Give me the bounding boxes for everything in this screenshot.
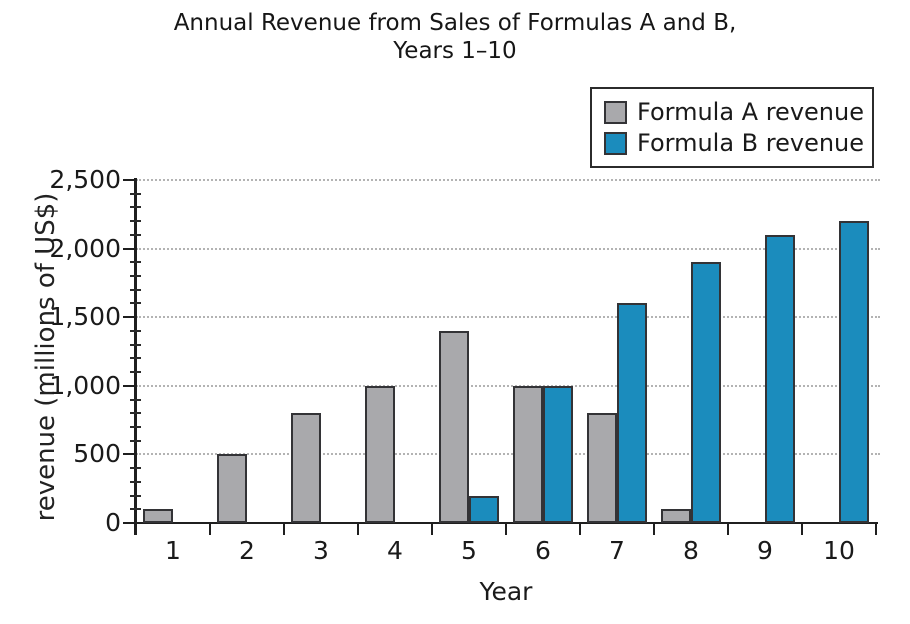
bar-year3-formula-a <box>291 413 321 523</box>
x-tick-label-1: 1 <box>165 536 181 565</box>
x-tick-8 <box>727 524 729 535</box>
bar-year10-formula-b <box>839 221 869 523</box>
y-minor-tick-1900 <box>130 261 141 264</box>
y-minor-tick-1100 <box>130 371 141 374</box>
legend-label-formula-a: Formula A revenue <box>637 98 864 126</box>
y-minor-tick-2300 <box>130 206 141 209</box>
bar-year1-formula-a <box>143 509 173 523</box>
legend: Formula A revenue Formula B revenue <box>590 87 874 168</box>
x-tick-2 <box>283 524 285 535</box>
legend-swatch-formula-a <box>604 101 627 124</box>
chart-title-line2: Years 1–10 <box>393 38 517 64</box>
x-tick-label-7: 7 <box>609 536 625 565</box>
y-axis-title: revenue (millions of US$) <box>31 192 61 522</box>
y-minor-tick-1700 <box>130 288 141 291</box>
y-minor-tick-2400 <box>130 192 141 195</box>
x-tick-6 <box>579 524 581 535</box>
y-minor-tick-200 <box>130 494 141 497</box>
legend-swatch-formula-b <box>604 132 627 155</box>
y-minor-tick-800 <box>130 412 141 415</box>
gridline-2000 <box>136 247 880 250</box>
y-major-tick-2500 <box>123 179 136 181</box>
bar-year7-formula-b <box>617 303 647 523</box>
x-tick-0 <box>135 524 137 535</box>
y-tick-label-0: 0 <box>105 508 121 537</box>
y-tick-label-1,000: 1,000 <box>49 370 121 400</box>
x-tick-5 <box>505 524 507 535</box>
bar-year5-formula-a <box>439 331 469 523</box>
x-tick-7 <box>653 524 655 535</box>
bar-year4-formula-a <box>365 386 395 523</box>
gridline-500 <box>136 453 880 456</box>
y-tick-label-2,000: 2,000 <box>49 233 121 263</box>
y-major-tick-500 <box>123 453 136 456</box>
y-tick-label-1,500: 1,500 <box>49 302 121 332</box>
bar-year8-formula-b <box>691 262 721 523</box>
x-tick-9 <box>801 524 803 535</box>
y-axis-line <box>134 178 137 535</box>
y-major-tick-0 <box>123 522 136 524</box>
x-tick-label-8: 8 <box>683 536 699 565</box>
x-tick-label-6: 6 <box>535 536 551 565</box>
y-minor-tick-100 <box>130 508 141 511</box>
y-tick-label-2,500: 2,500 <box>49 165 121 194</box>
y-minor-tick-400 <box>130 467 141 470</box>
legend-item-formula-a: Formula A revenue <box>604 99 864 126</box>
bar-year2-formula-a <box>217 454 247 523</box>
chart-title: Annual Revenue from Sales of Formulas A … <box>0 9 910 65</box>
x-tick-label-10: 10 <box>823 536 855 565</box>
x-tick-label-2: 2 <box>239 536 255 565</box>
x-tick-4 <box>431 524 433 535</box>
y-minor-tick-1800 <box>130 275 141 278</box>
bar-year6-formula-a <box>513 386 543 523</box>
y-minor-tick-1200 <box>130 357 141 360</box>
chart-title-line1: Annual Revenue from Sales of Formulas A … <box>173 10 737 36</box>
y-minor-tick-2100 <box>130 233 141 236</box>
plot-area <box>123 178 880 535</box>
bar-year5-formula-b <box>469 496 499 523</box>
y-minor-tick-600 <box>130 439 141 442</box>
x-tick-1 <box>209 524 211 535</box>
y-major-tick-1000 <box>123 384 136 387</box>
gridline-1000 <box>136 384 880 387</box>
bar-year8-formula-a <box>661 509 691 523</box>
x-tick-3 <box>357 524 359 535</box>
x-tick-label-3: 3 <box>313 536 329 565</box>
x-tick-10 <box>875 524 877 535</box>
y-minor-tick-1300 <box>130 343 141 346</box>
x-tick-label-4: 4 <box>387 536 403 565</box>
bar-year7-formula-a <box>587 413 617 523</box>
y-minor-tick-300 <box>130 480 141 483</box>
gridline-2500 <box>136 179 880 181</box>
y-tick-label-500: 500 <box>73 439 121 469</box>
x-tick-label-9: 9 <box>757 536 773 565</box>
legend-label-formula-b: Formula B revenue <box>637 129 865 157</box>
y-major-tick-1500 <box>123 316 136 319</box>
gridline-1500 <box>136 316 880 319</box>
y-minor-tick-1600 <box>130 302 141 305</box>
y-major-tick-2000 <box>123 247 136 250</box>
bar-year6-formula-b <box>543 386 573 523</box>
x-axis-line <box>134 521 878 524</box>
y-minor-tick-2200 <box>130 220 141 223</box>
x-tick-label-5: 5 <box>461 536 477 565</box>
bar-year9-formula-b <box>765 235 795 523</box>
x-axis-title: Year <box>479 577 533 606</box>
y-minor-tick-1400 <box>130 329 141 332</box>
y-minor-tick-700 <box>130 425 141 428</box>
y-minor-tick-900 <box>130 398 141 401</box>
legend-item-formula-b: Formula B revenue <box>604 130 864 157</box>
